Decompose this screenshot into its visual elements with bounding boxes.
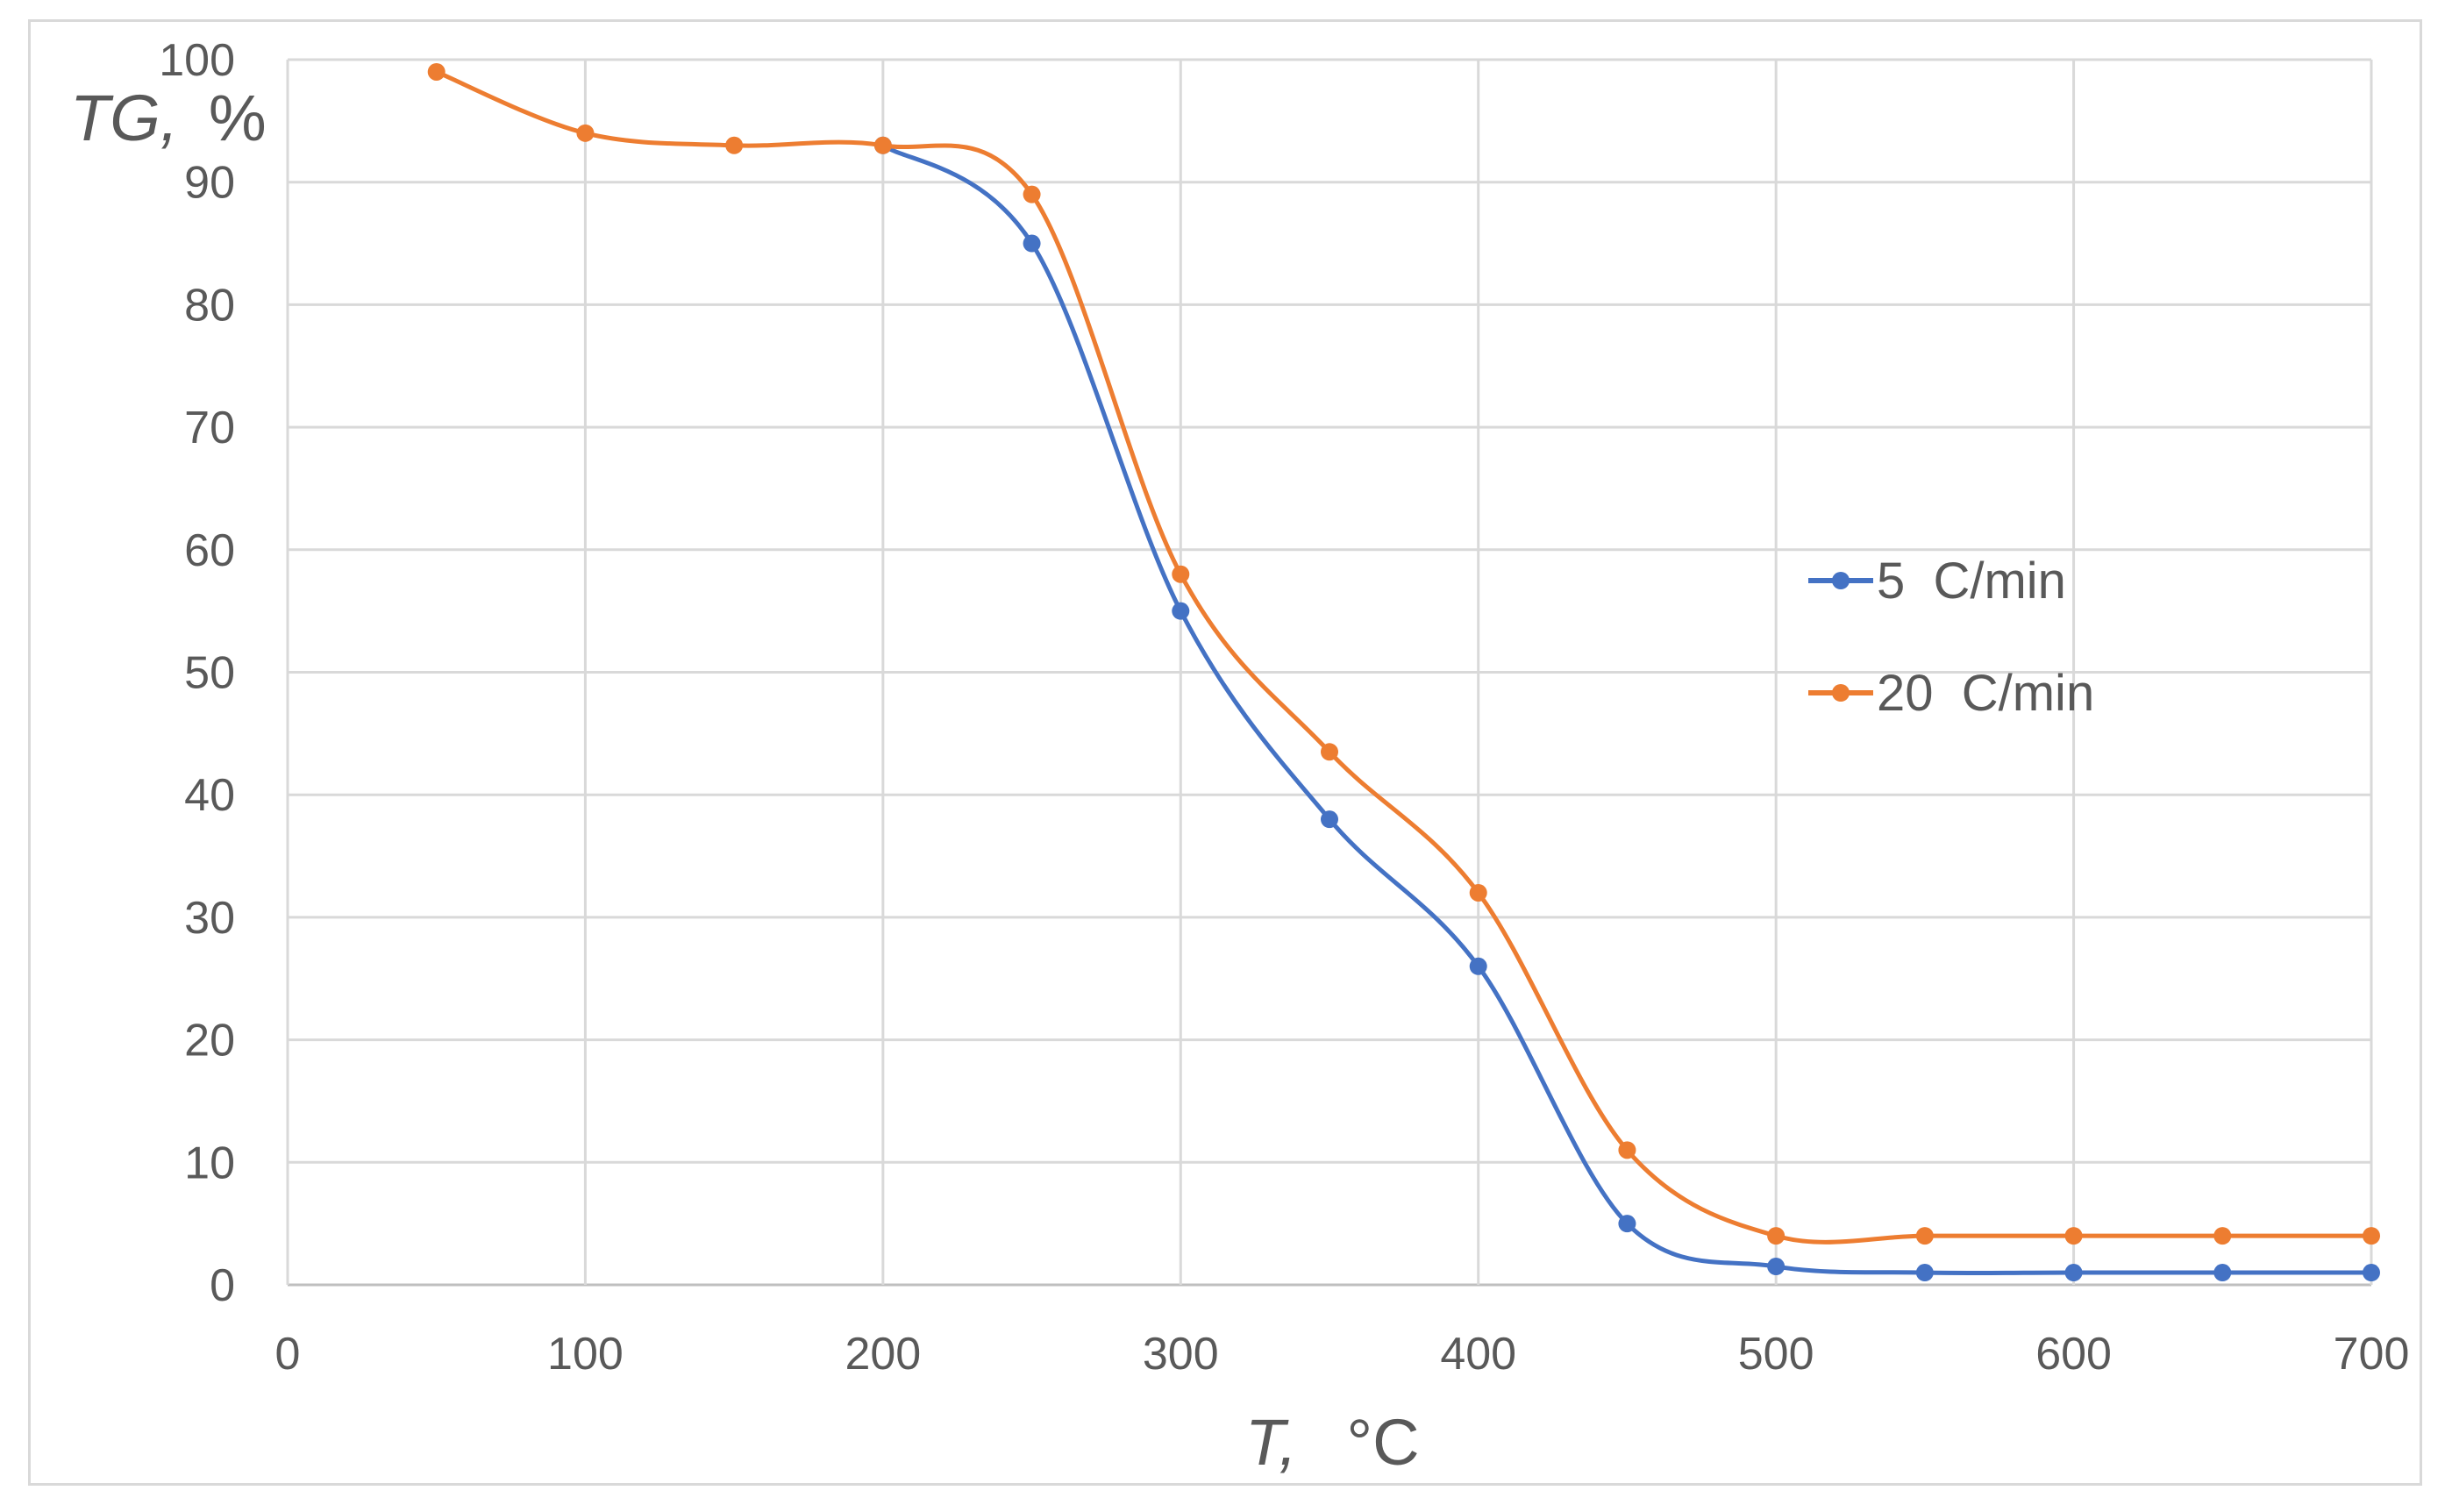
data-point (427, 62, 445, 81)
data-point (2213, 1264, 2232, 1282)
data-point (1618, 1215, 1636, 1233)
data-point (1172, 565, 1190, 583)
x-tick-label: 100 (547, 1329, 624, 1380)
y-tick-label: 70 (184, 403, 235, 453)
data-point (2363, 1264, 2380, 1282)
grid-lines (286, 58, 2373, 1287)
series-1 (427, 62, 2380, 1245)
data-point (1767, 1258, 1786, 1276)
legend-item-20cmin: 20 C/min (1808, 665, 2094, 722)
y-axis-title-var: TG, (70, 82, 178, 154)
x-axis-title-unit: °C (1347, 1406, 1420, 1479)
legend-label-5cmin: 5 C/min (1877, 553, 2066, 610)
data-point (873, 136, 892, 154)
y-tick-label: 100 (159, 35, 235, 86)
series-line (880, 143, 2374, 1276)
legend: 5 C/min 20 C/min (1808, 553, 2094, 722)
legend-marker-5cmin (1832, 572, 1850, 589)
data-point (1321, 810, 1338, 829)
y-tick-label: 30 (184, 893, 235, 944)
y-tick-label: 80 (184, 280, 235, 331)
x-tick-label: 400 (1440, 1329, 1516, 1380)
x-tick-label: 300 (1143, 1329, 1219, 1380)
y-tick-label: 50 (184, 648, 235, 699)
y-tick-label: 10 (184, 1138, 235, 1188)
series-lines (427, 62, 2380, 1282)
x-tick-label: 0 (275, 1329, 301, 1380)
data-point (725, 136, 744, 154)
series-0 (873, 136, 2380, 1282)
data-point (1767, 1227, 1786, 1245)
data-point (1618, 1141, 1636, 1159)
data-point (576, 124, 595, 142)
data-point (1023, 185, 1041, 203)
data-point (2213, 1227, 2232, 1245)
x-tick-label: 500 (1738, 1329, 1814, 1380)
y-tick-label: 40 (184, 770, 235, 821)
data-point (2363, 1227, 2380, 1245)
y-tick-label: 60 (184, 525, 235, 576)
data-point (1469, 883, 1487, 902)
y-axis-title: TG, % (70, 82, 267, 154)
y-tick-label: 0 (210, 1260, 235, 1311)
y-axis-title-unit: % (209, 82, 267, 154)
data-point (1321, 743, 1338, 761)
data-point (1915, 1264, 1934, 1282)
series-line (434, 69, 2374, 1245)
x-tick-label: 200 (845, 1329, 921, 1380)
x-tick-label: 600 (2035, 1329, 2112, 1380)
legend-item-5cmin: 5 C/min (1808, 553, 2066, 610)
data-point (1023, 234, 1041, 253)
legend-label-20cmin: 20 C/min (1877, 665, 2094, 722)
data-point (1172, 602, 1190, 620)
x-axis-title: T, °C (1245, 1406, 1420, 1479)
x-axis-title-var: T, (1245, 1406, 1297, 1479)
tick-labels: 0 10 20 30 40 50 60 70 80 90 100 0 100 200 300 400 500 60… (159, 35, 2409, 1380)
y-tick-label: 90 (184, 158, 235, 209)
x-tick-label: 700 (2334, 1329, 2410, 1380)
data-point (2064, 1264, 2083, 1282)
y-tick-label: 20 (184, 1016, 235, 1066)
legend-marker-20cmin (1832, 684, 1850, 702)
data-point (1469, 957, 1487, 975)
data-point (1915, 1227, 1934, 1245)
data-point (2064, 1227, 2083, 1245)
chart-frame (28, 19, 2422, 1486)
